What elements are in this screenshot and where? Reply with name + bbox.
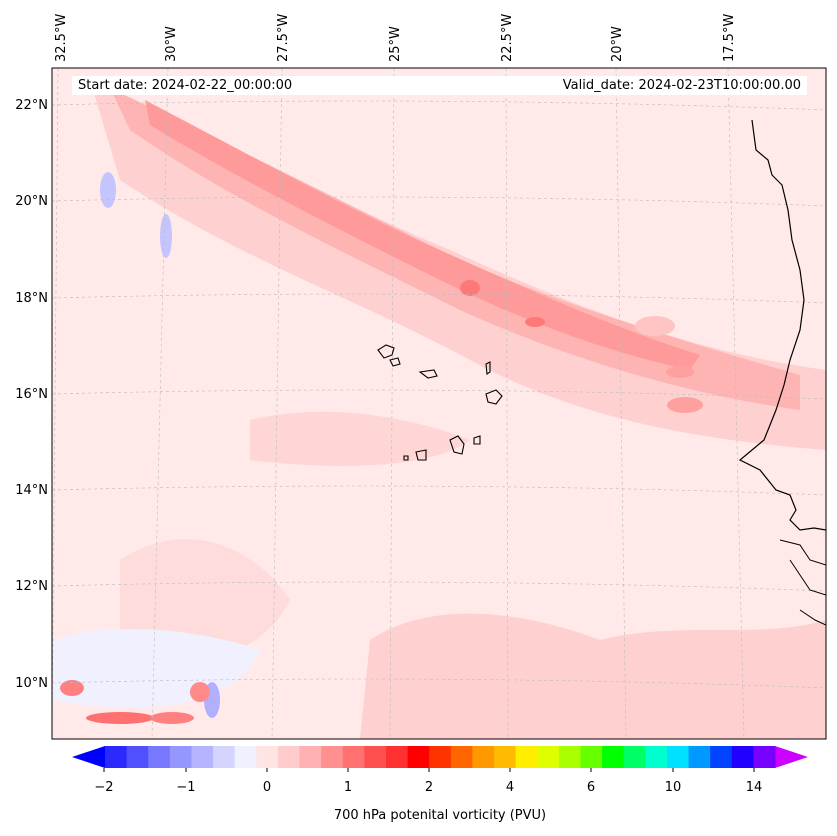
lat-label: 18°N	[15, 291, 48, 306]
colorbar-segment	[580, 746, 603, 768]
colorbar-segment	[731, 746, 754, 768]
colorbar-tick: 6	[586, 780, 596, 795]
lon-label: 25°W	[388, 26, 403, 62]
colorbar-tick: −1	[176, 780, 196, 795]
lat-label: 12°N	[15, 579, 48, 594]
colorbar-segment	[105, 746, 128, 768]
lon-label: 17.5°W	[722, 13, 737, 62]
colorbar-tick: 2	[424, 780, 434, 795]
colorbar-segment	[385, 746, 409, 768]
colorbar-tick: 4	[505, 780, 515, 795]
map-frame	[51, 67, 827, 740]
lat-label: 14°N	[15, 483, 48, 498]
colorbar-extend-low	[72, 746, 105, 768]
lon-label: 30°W	[164, 26, 179, 62]
colorbar-segment	[472, 746, 495, 768]
colorbar-tick: −2	[94, 780, 114, 795]
colorbar-tick: 14	[745, 780, 763, 795]
valid-date: Valid_date: 2024-02-23T10:00:00.00	[562, 78, 801, 93]
pv-band-core	[145, 100, 700, 370]
pv-positive-spot	[60, 680, 84, 696]
colorbar-segment	[710, 746, 733, 768]
colorbar	[72, 746, 808, 772]
colorbar-segment	[450, 746, 473, 768]
colorbar-segment	[321, 746, 344, 768]
lat-label: 10°N	[15, 676, 48, 691]
pv-positive-spot	[667, 397, 703, 413]
pv-negative-blob	[100, 172, 116, 208]
colorbar-segment	[494, 746, 517, 768]
colorbar-segment	[299, 746, 322, 768]
colorbar-segment	[602, 746, 625, 768]
africa-coastline	[738, 119, 826, 531]
colorbar-segment	[126, 746, 149, 768]
colorbar-segment	[191, 746, 214, 768]
colorbar-segment	[342, 746, 365, 768]
pv-positive-spot	[460, 280, 480, 296]
colorbar-tick: 0	[262, 780, 272, 795]
colorbar-extend-high	[775, 746, 808, 768]
pv-south-blob	[360, 613, 826, 739]
colorbar-segment	[234, 746, 257, 768]
lon-label: 22.5°W	[500, 13, 515, 62]
colorbar-segment	[623, 746, 646, 768]
colorbar-segment	[256, 746, 279, 768]
colorbar-tick: 1	[343, 780, 353, 795]
pv-positive-spot	[150, 712, 194, 724]
colorbar-segment	[558, 746, 581, 768]
colorbar-tick: 10	[664, 780, 682, 795]
lon-label: 20°W	[610, 26, 625, 62]
pv-positive-spot	[86, 712, 154, 724]
colorbar-segment	[148, 746, 171, 768]
colorbar-segment	[537, 746, 560, 768]
africa-coastline	[779, 539, 826, 626]
colorbar-segment	[666, 746, 690, 768]
colorbar-segment	[429, 746, 452, 768]
pv-positive-spot	[666, 366, 694, 378]
pv-positive-spot	[190, 682, 210, 702]
colorbar-segment	[407, 746, 430, 768]
colorbar-segment	[753, 746, 776, 768]
colorbar-segment	[277, 746, 301, 768]
pv-band-medium	[110, 88, 800, 410]
colorbar-label: 700 hPa potenital vorticity (PVU)	[333, 808, 547, 823]
lat-label: 16°N	[15, 387, 48, 402]
colorbar-segment	[515, 746, 538, 768]
start-date: Start date: 2024-02-22_00:00:00	[78, 78, 293, 93]
pv-positive-spot	[635, 316, 675, 336]
colorbar-segment	[364, 746, 387, 768]
cape-verde-islands	[377, 344, 503, 461]
graticule	[52, 68, 826, 739]
pv-positive-spot	[525, 317, 545, 327]
lat-label: 22°N	[15, 98, 48, 113]
header-background	[72, 76, 807, 95]
lon-label: 32.5°W	[54, 13, 69, 62]
colorbar-segment	[213, 746, 236, 768]
colorbar-segment	[688, 746, 711, 768]
colorbar-segment	[645, 746, 668, 768]
lat-label: 20°N	[15, 194, 48, 209]
lon-label: 27.5°W	[276, 13, 291, 62]
pv-field	[52, 68, 826, 739]
pv-mid-blob	[250, 411, 470, 466]
colorbar-segment	[169, 746, 192, 768]
pv-negative-blob	[160, 214, 172, 258]
